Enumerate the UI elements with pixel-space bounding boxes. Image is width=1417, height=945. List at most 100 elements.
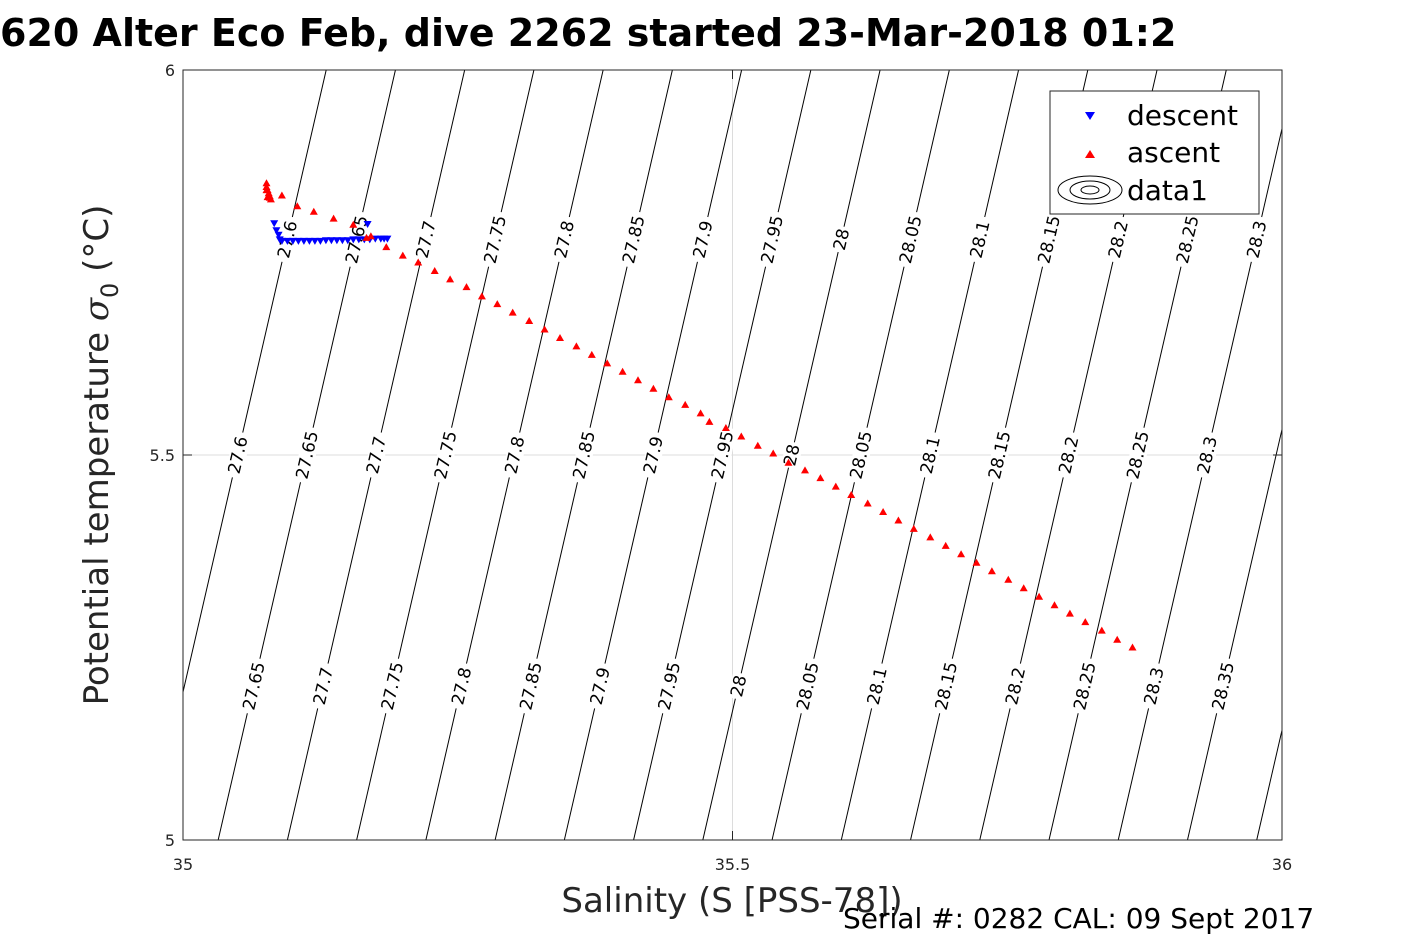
ascent-point — [265, 193, 274, 201]
descent-point — [363, 221, 372, 228]
ascent-point — [681, 400, 690, 408]
ascent-point — [540, 325, 549, 333]
y-axis-label: Potential temperature σ0 (°C) — [77, 205, 124, 706]
contour-label-bg — [863, 661, 891, 711]
legend-ascent-label: ascent — [1127, 136, 1220, 169]
ascent-point — [382, 243, 391, 251]
ascent-point — [366, 232, 375, 240]
descent-point — [343, 237, 352, 245]
ascent-point — [1050, 601, 1059, 609]
descent-point — [288, 237, 297, 245]
ascent-point — [398, 251, 407, 259]
ascent-point — [649, 384, 658, 392]
ascent-series — [262, 179, 1137, 651]
contour-label-bg — [1002, 661, 1030, 711]
ascent-point — [1065, 609, 1074, 617]
descent-point — [321, 237, 330, 245]
legend-descent-label: descent — [1127, 99, 1238, 132]
contour-label-bg — [985, 425, 1015, 485]
contour-label-bg — [916, 430, 944, 480]
ascent-point — [477, 292, 486, 300]
contour-label-bg — [830, 224, 853, 255]
ascent-point — [572, 342, 581, 350]
legend: descent ascent data1 — [1049, 90, 1260, 215]
ascent-point — [587, 350, 596, 358]
ascent-point — [863, 499, 872, 507]
ascent-point — [831, 482, 840, 490]
ascent-point — [941, 541, 950, 549]
contour-label-bg — [619, 210, 649, 269]
ascent-point — [664, 393, 673, 401]
descent-point — [277, 237, 286, 245]
descent-point — [310, 237, 319, 245]
legend-ascent-marker — [1085, 150, 1095, 158]
legend-descent-marker — [1085, 112, 1095, 120]
ascent-point — [957, 550, 966, 558]
legend-data1-label: data1 — [1127, 174, 1208, 207]
ascent-point — [972, 558, 981, 566]
ascent-point — [493, 300, 502, 308]
descent-point — [354, 236, 363, 244]
ascent-point — [430, 267, 439, 274]
contour-label-bg — [793, 656, 823, 716]
x-tick-label: 35 — [173, 855, 193, 874]
ascent-point — [1004, 575, 1013, 583]
contour-label-bg — [309, 661, 337, 711]
ascent-point — [262, 186, 271, 194]
contour-label-bg — [1173, 210, 1203, 269]
contour-label-bg — [224, 430, 252, 480]
ascent-point — [847, 491, 856, 498]
ascent-point — [309, 207, 318, 215]
ascent-point — [1035, 592, 1044, 600]
ascent-point — [753, 441, 762, 449]
contour-labels: 27.627.627.6527.6527.6527.727.727.727.75… — [224, 210, 1271, 716]
contour-label-bg — [1123, 425, 1153, 485]
descent-point — [294, 237, 303, 245]
ascent-point — [1081, 618, 1090, 626]
contour-label-bg — [640, 430, 667, 480]
axis-ticks: 35 35.5 36 5 5.5 6 — [150, 61, 1293, 874]
ascent-point — [446, 275, 455, 283]
ascent-point — [737, 432, 746, 440]
y-axis-label-sigma: σ — [77, 297, 117, 321]
contour-label-bg — [239, 656, 269, 716]
ascent-point — [909, 524, 918, 532]
ascent-point — [1128, 643, 1137, 651]
y-axis-label-subscript: 0 — [96, 283, 124, 298]
contour-label-bg — [1070, 656, 1100, 716]
ascent-point — [801, 466, 809, 474]
ascent-point — [879, 508, 888, 515]
x-axis-label: Salinity (S [PSS-78]) — [561, 881, 902, 921]
contour-label-bg — [896, 210, 926, 269]
ascent-point — [1113, 635, 1122, 643]
descent-point — [270, 220, 279, 228]
y-tick-label: 5 — [165, 831, 175, 850]
ascent-point — [705, 417, 714, 425]
contour-label-bg — [480, 210, 510, 269]
contour-label-28: 28 — [727, 673, 751, 699]
ascent-point — [987, 567, 996, 575]
contour-label-bg — [569, 425, 599, 485]
ascent-point — [784, 458, 793, 466]
contour-label-bg — [966, 215, 994, 264]
descent-point — [272, 227, 281, 235]
contour-label-bg — [1034, 210, 1064, 269]
legend-data1-contour-icon — [1057, 175, 1123, 205]
contour-label-28: 28 — [780, 442, 804, 468]
contour-label-bg — [1105, 215, 1132, 264]
contour-label-bg — [780, 440, 804, 470]
contour-label-bg — [448, 661, 476, 711]
descent-point — [332, 237, 341, 245]
contour-label-bg — [516, 656, 546, 716]
contour-label-bg — [757, 210, 787, 269]
chart-title: 620 Alter Eco Feb, dive 2262 started 23-… — [0, 11, 1176, 55]
ascent-point — [603, 359, 612, 367]
contour-label-bg — [501, 430, 529, 480]
contour-label-bg — [586, 661, 614, 711]
ascent-point — [816, 474, 825, 482]
descent-point — [305, 237, 314, 245]
ascent-point — [525, 317, 534, 324]
y-tick-label: 6 — [165, 61, 175, 80]
ascent-point — [769, 449, 778, 457]
y-tick-label: 5.5 — [150, 446, 175, 465]
